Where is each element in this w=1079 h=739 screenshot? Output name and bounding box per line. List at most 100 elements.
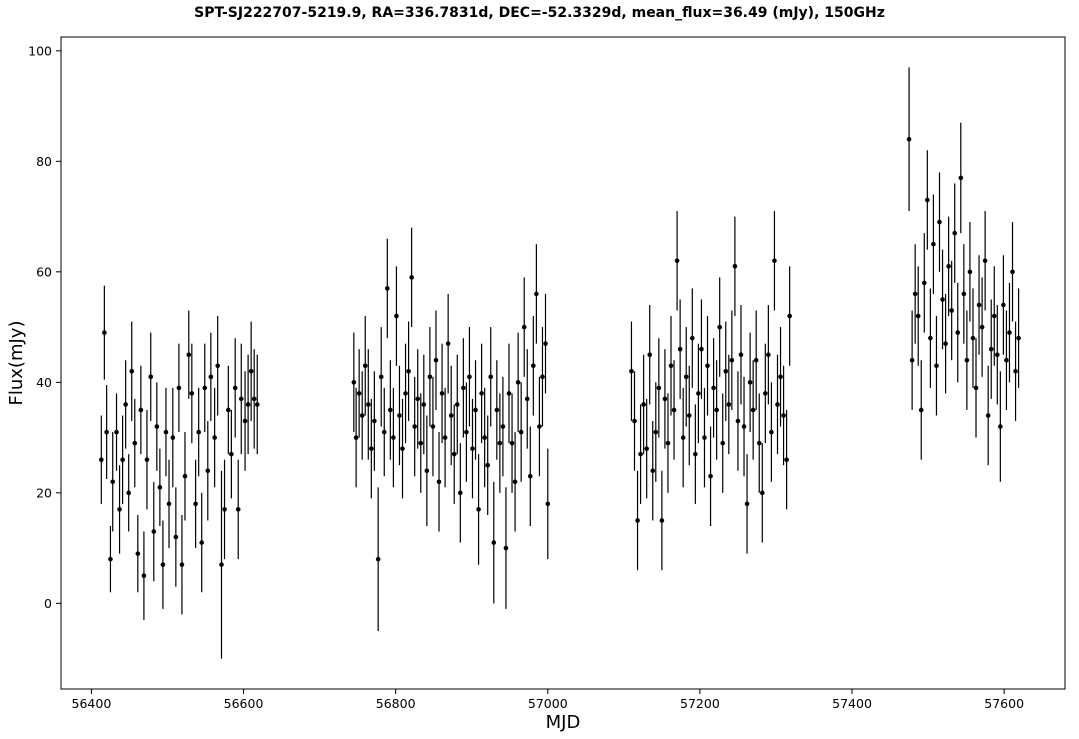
data-point [1004,357,1009,363]
data-point [254,402,260,407]
y-axis-label: Flux(mJy) [6,321,27,406]
data-point [400,446,405,451]
data-point [683,374,689,380]
data-point [756,440,762,446]
data-point [353,435,359,440]
data-point [467,374,472,380]
data-point [1010,269,1015,275]
data-point [982,258,988,264]
data-point [179,562,185,567]
data-point [219,562,224,567]
data-point [391,435,396,440]
data-point [215,363,220,369]
data-point [976,302,982,308]
data-point [235,507,241,512]
data-point [421,402,427,407]
y-tick-label: 40 [36,375,52,390]
data-point [129,368,135,374]
data-point [238,396,244,402]
data-point [102,330,107,335]
data-point [433,357,439,363]
data-point [527,473,533,479]
data-point [369,446,374,451]
data-point [248,368,254,374]
data-point [662,396,668,402]
data-point [494,407,500,413]
data-point [229,451,234,457]
x-tick-label: 57600 [984,696,1024,711]
data-point [952,230,958,236]
data-point [1016,335,1021,341]
data-point [418,440,424,446]
data-point [720,440,726,446]
data-point [750,407,756,413]
data-point [937,219,942,225]
x-tick-label: 57000 [528,696,568,711]
data-point [208,374,214,380]
data-point [979,324,985,330]
data-point [205,468,211,474]
data-point [769,429,774,435]
data-point [961,291,967,297]
data-point [476,507,481,512]
data-point [503,545,509,551]
data-point [176,385,182,391]
data-point [166,501,172,507]
y-tick-label: 60 [36,264,52,279]
x-tick-label: 56400 [72,696,112,711]
data-point [686,413,692,418]
data-point [690,335,695,341]
data-point [141,573,147,579]
data-point [182,473,188,479]
data-point [160,562,166,567]
data-point [108,556,113,562]
data-point [915,313,921,319]
data-point [702,435,707,440]
data-point [445,341,451,346]
data-point [638,451,643,457]
data-point [949,308,954,313]
data-point [714,407,719,413]
data-point [925,197,930,203]
data-point [394,313,399,319]
data-point [251,396,257,402]
data-point [385,286,390,291]
data-point [424,468,430,474]
data-point [659,518,665,523]
x-tick-label: 57400 [832,696,872,711]
data-point [540,374,545,380]
data-point [955,330,961,335]
data-point [696,391,701,396]
data-point [772,258,777,264]
data-point [151,529,157,534]
data-point [359,413,365,418]
data-point [943,341,948,346]
data-point [132,440,138,446]
data-point [521,324,527,330]
data-point [629,368,634,374]
data-point [921,280,927,286]
data-point [506,391,512,396]
data-point [641,402,646,407]
y-tick-label: 0 [44,596,52,611]
x-tick-label: 57200 [680,696,720,711]
data-point [995,352,1000,358]
data-point [135,551,141,556]
data-point [918,407,924,413]
data-point [154,424,160,429]
data-point [372,418,377,424]
data-point [940,297,945,302]
data-point [958,175,964,181]
data-point [988,346,994,352]
data-point [470,446,475,451]
data-point [699,346,704,352]
data-point [403,391,408,396]
data-point [775,402,780,407]
data-point [543,341,548,346]
data-point [973,385,979,391]
data-point [732,264,738,269]
data-point [906,136,912,142]
data-point [454,402,460,407]
data-point [448,413,454,418]
data-point [1007,330,1012,335]
